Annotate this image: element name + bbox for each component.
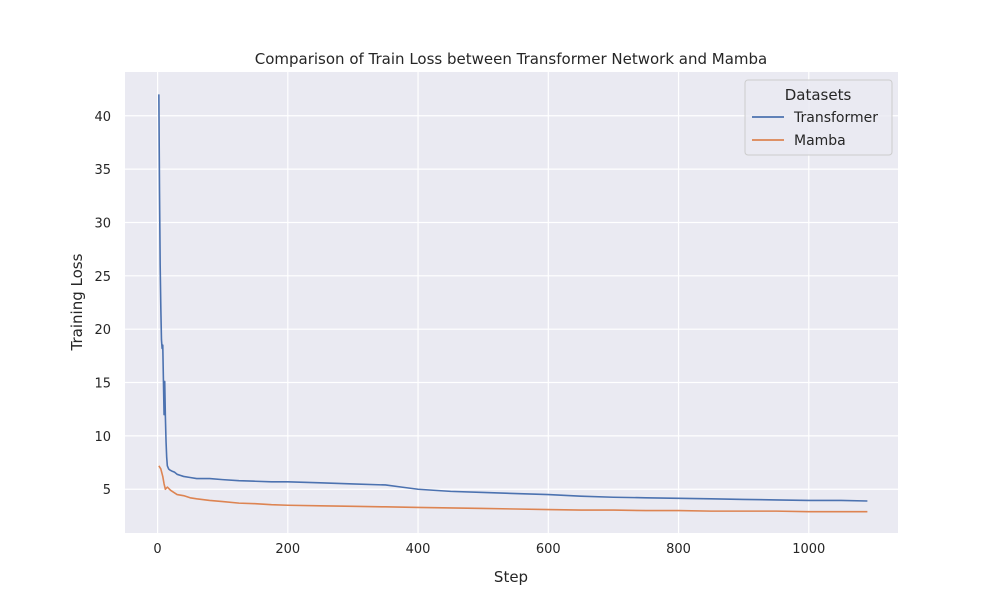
legend-box <box>744 79 893 156</box>
y-tick-label: 40 <box>94 110 111 125</box>
y-tick-label: 20 <box>94 323 111 338</box>
y-tick-label: 25 <box>94 270 111 285</box>
y-tick-label: 15 <box>94 377 111 392</box>
grid-layer <box>125 72 898 533</box>
series-layer <box>158 94 868 513</box>
x-axis-label: Step <box>494 568 528 586</box>
x-tick-label: 200 <box>275 542 300 557</box>
legend: Datasets Transformer Mamba <box>744 79 893 156</box>
x-tick-label: 0 <box>153 542 161 557</box>
x-tick-label: 1000 <box>792 542 825 557</box>
y-tick-label: 30 <box>94 216 111 231</box>
legend-label-mamba: Mamba <box>794 133 846 149</box>
legend-title: Datasets <box>785 86 852 104</box>
x-tick-label: 800 <box>666 542 691 557</box>
series-line-mamba <box>158 465 868 513</box>
x-tick-label: 400 <box>406 542 431 557</box>
y-axis-label: Training Loss <box>68 253 86 351</box>
x-tick-label: 600 <box>536 542 561 557</box>
tick-layer: 0 200 400 600 800 1000 5 10 15 20 25 30 35 40 <box>94 110 825 557</box>
series-line-transformer <box>158 94 868 502</box>
chart-title: Comparison of Train Loss between Transfo… <box>255 50 767 68</box>
y-tick-label: 10 <box>94 430 111 445</box>
legend-label-transformer: Transformer <box>793 110 878 126</box>
y-tick-label: 5 <box>103 483 111 498</box>
y-tick-label: 35 <box>94 163 111 178</box>
